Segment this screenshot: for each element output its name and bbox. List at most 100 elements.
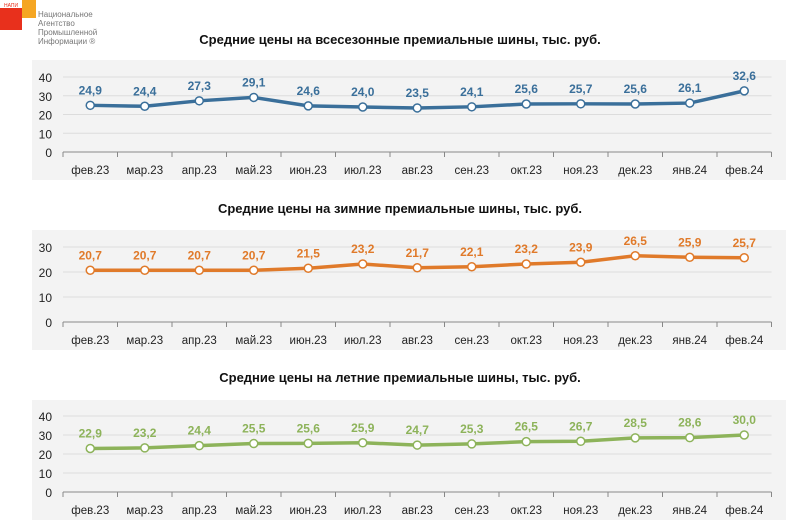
x-tick-label: янв.24 <box>672 505 707 517</box>
plot-background <box>32 400 786 520</box>
x-tick-label: фев.23 <box>71 165 109 177</box>
x-tick-label: июл.23 <box>344 335 382 347</box>
data-point <box>85 443 95 454</box>
x-tick-label: май.23 <box>235 505 272 517</box>
logo-text-3: Промышленной <box>38 28 98 37</box>
x-tick-label: дек.23 <box>618 335 652 347</box>
data-point <box>685 432 695 443</box>
data-label: 24,4 <box>133 84 157 98</box>
x-tick-label: фев.24 <box>725 165 764 177</box>
chart-winter: 0 10 20 30 20,7 фев.23 20,7 мар.23 20,7 апр.23 20,… <box>32 230 786 350</box>
y-tick-label: 0 <box>45 316 52 330</box>
x-tick-label: мар.23 <box>126 335 163 347</box>
data-label: 21,7 <box>406 246 430 260</box>
data-label: 25,6 <box>624 82 648 96</box>
x-tick-label: апр.23 <box>182 505 217 517</box>
x-tick-label: ноя.23 <box>563 335 598 347</box>
data-point <box>412 440 422 450</box>
x-tick-label: июл.23 <box>344 505 382 517</box>
plot-background <box>32 230 786 350</box>
data-point <box>412 263 422 273</box>
data-point <box>412 103 422 113</box>
data-point <box>249 438 259 449</box>
x-tick-label: окт.23 <box>510 505 542 517</box>
data-label: 25,5 <box>242 422 266 436</box>
data-point <box>303 438 313 449</box>
data-label: 24,9 <box>79 83 103 97</box>
data-label: 25,6 <box>297 421 321 435</box>
data-point <box>194 265 204 275</box>
data-label: 25,9 <box>351 421 375 435</box>
x-tick-label: окт.23 <box>510 165 542 177</box>
data-point <box>249 92 259 103</box>
data-point <box>249 265 259 275</box>
data-label: 25,6 <box>515 82 539 96</box>
data-point <box>467 262 477 272</box>
chart-title-allseason: Средние цены на всесезонные премиальные … <box>199 32 601 47</box>
svg-text:НАПИ: НАПИ <box>4 3 18 9</box>
y-tick-label: 20 <box>39 448 53 462</box>
data-label: 21,5 <box>297 246 321 260</box>
data-point <box>358 102 368 112</box>
x-tick-label: фев.23 <box>71 335 109 347</box>
data-point <box>303 101 313 111</box>
data-label: 23,9 <box>569 240 593 254</box>
data-label: 26,7 <box>569 419 593 433</box>
x-tick-label: июн.23 <box>290 505 327 517</box>
data-point <box>358 259 368 269</box>
x-tick-label: июн.23 <box>290 165 327 177</box>
data-point <box>739 430 749 440</box>
chart-summer: 0 10 20 30 40 22,9 фев.23 23,2 мар.23 24,4 апр.23 2… <box>32 400 786 520</box>
y-tick-label: 10 <box>39 127 53 141</box>
x-tick-label: апр.23 <box>182 165 217 177</box>
data-label: 24,6 <box>297 84 321 98</box>
x-tick-label: окт.23 <box>510 335 542 347</box>
logo-text-4: Информации ® <box>38 37 96 46</box>
data-point <box>685 98 695 108</box>
y-tick-label: 20 <box>39 266 53 280</box>
data-label: 24,1 <box>460 85 484 99</box>
data-point <box>194 96 204 106</box>
x-tick-label: фев.24 <box>725 505 764 517</box>
x-tick-label: авг.23 <box>402 505 433 517</box>
x-tick-label: сен.23 <box>455 505 489 517</box>
x-tick-label: сен.23 <box>455 335 489 347</box>
y-tick-label: 0 <box>45 146 52 160</box>
x-tick-label: янв.24 <box>672 165 707 177</box>
x-tick-label: июл.23 <box>344 165 382 177</box>
data-point <box>576 257 586 267</box>
data-label: 23,2 <box>133 426 157 440</box>
x-tick-label: янв.24 <box>672 335 707 347</box>
data-point <box>194 440 204 451</box>
data-point <box>521 99 531 109</box>
chart-title-winter: Средние цены на зимние премиальные шины,… <box>217 201 583 216</box>
data-label: 28,5 <box>624 416 648 430</box>
x-tick-label: дек.23 <box>618 165 652 177</box>
data-point <box>739 253 749 263</box>
x-tick-label: май.23 <box>235 335 272 347</box>
data-point <box>630 433 640 443</box>
data-point <box>140 265 150 275</box>
x-tick-label: апр.23 <box>182 335 217 347</box>
data-label: 24,7 <box>406 423 430 437</box>
x-tick-label: ноя.23 <box>563 165 598 177</box>
data-point <box>303 263 313 273</box>
data-label: 20,7 <box>133 248 157 262</box>
data-point <box>630 251 640 261</box>
napi-logo: НАПИ <box>0 0 36 30</box>
data-point <box>140 443 150 453</box>
x-tick-label: авг.23 <box>402 165 433 177</box>
data-point <box>685 252 695 262</box>
y-tick-label: 10 <box>39 291 53 305</box>
data-point <box>739 86 749 96</box>
data-point <box>358 438 368 448</box>
data-point <box>467 439 477 449</box>
data-point <box>140 101 150 111</box>
y-tick-label: 40 <box>39 71 53 85</box>
data-label: 27,3 <box>188 79 212 93</box>
data-point <box>85 100 95 111</box>
x-tick-label: июн.23 <box>290 335 327 347</box>
data-label: 25,3 <box>460 422 484 436</box>
data-label: 20,7 <box>79 248 103 262</box>
x-tick-label: фев.23 <box>71 505 109 517</box>
